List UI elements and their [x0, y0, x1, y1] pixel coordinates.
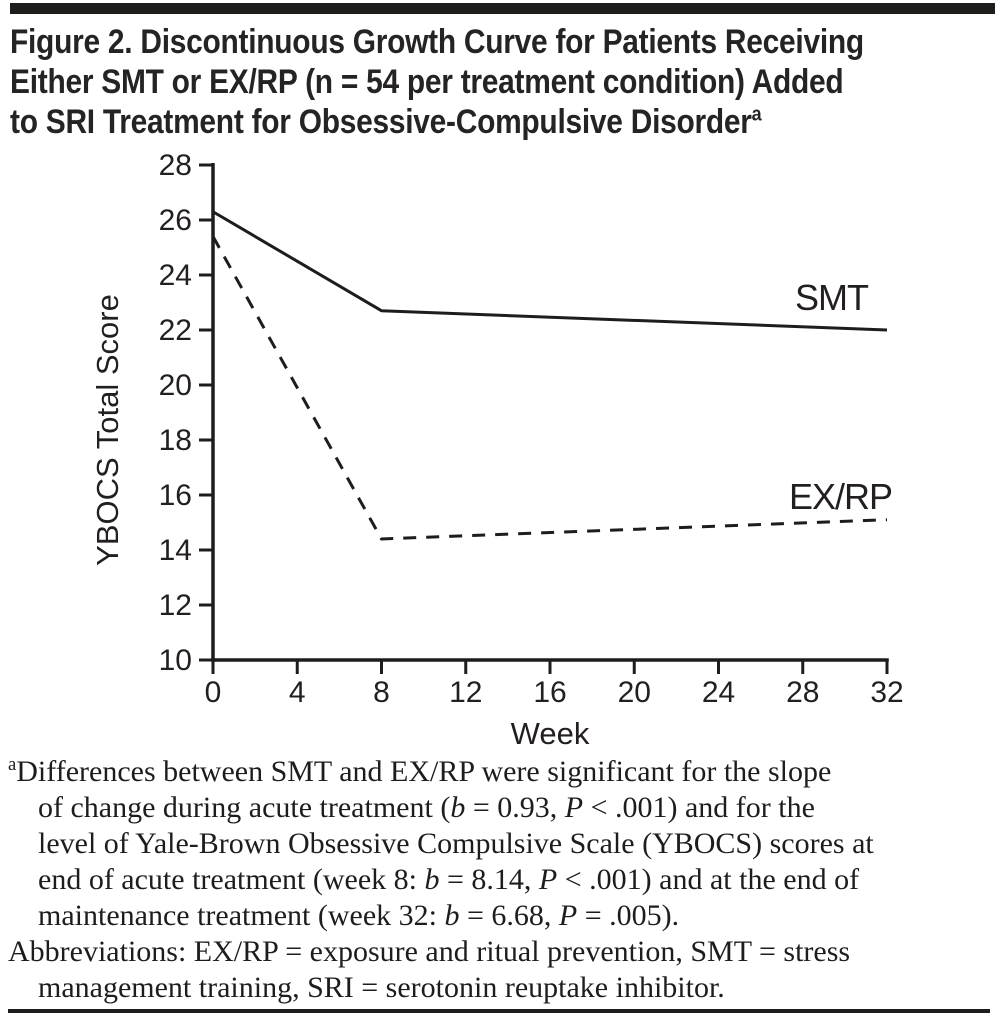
x-tick-label: 4 — [289, 676, 306, 709]
x-tick-label: 32 — [870, 676, 903, 709]
y-tick-label: 16 — [159, 479, 192, 512]
footnote-text-segment: < .001) and for the — [583, 791, 815, 824]
footnote-text-segment: < .001) and at the end of — [557, 863, 860, 896]
footnote-superscript-a: a — [8, 754, 17, 775]
y-tick-label: 14 — [159, 534, 192, 567]
footnote-line: Abbreviations: EX/RP = exposure and ritu… — [8, 934, 1002, 970]
figure-title: Figure 2. Discontinuous Growth Curve for… — [10, 22, 996, 142]
footnote-text-segment: maintenance treatment (week 32: — [38, 899, 445, 932]
x-tick-label: 24 — [702, 676, 735, 709]
figure-title-line-text: to SRI Treatment for Obsessive-Compulsiv… — [10, 103, 752, 141]
x-axis-label: Week — [511, 716, 590, 751]
footnote-text-segment: management training, SRI = serotonin reu… — [38, 971, 725, 1004]
footnote-text-segment: b — [444, 899, 460, 932]
smt-line — [212, 210, 888, 332]
figure-bottom-rule — [8, 1009, 990, 1013]
footnote-line: management training, SRI = serotonin reu… — [8, 970, 1002, 1006]
y-axis-label: YBOCS Total Score — [90, 294, 125, 566]
x-tick-label: 0 — [205, 676, 222, 709]
footnote-line: maintenance treatment (week 32: b = 6.68… — [8, 898, 1002, 934]
footnote-text-segment: b — [450, 791, 466, 824]
title-superscript-a: a — [751, 103, 762, 126]
footnote-text-segment: = 6.68, — [459, 899, 559, 932]
footnote-text-segment: level of Yale-Brown Obsessive Compulsive… — [38, 827, 874, 860]
footnote: aDifferences between SMT and EX/RP were … — [8, 754, 1002, 1006]
x-tick-label: 16 — [533, 676, 566, 709]
footnote-text-segment: = .005). — [577, 899, 680, 932]
footnote-text-segment: of change during acute treatment ( — [38, 791, 451, 824]
figure-title-line: Either SMT or EX/RP (n = 54 per treatmen… — [10, 63, 844, 101]
exrp-label: EX/RP — [789, 476, 892, 517]
y-tick-label: 22 — [159, 314, 192, 347]
y-tick-label: 10 — [159, 644, 192, 677]
y-tick-label: 18 — [159, 424, 192, 457]
footnote-text-segment: end of acute treatment (week 8: — [38, 863, 425, 896]
footnote-text-segment: P — [538, 863, 558, 896]
smt-label: SMT — [795, 277, 869, 318]
figure-top-rule — [10, 3, 995, 14]
x-tick-label: 8 — [373, 676, 390, 709]
x-tick-label: 12 — [449, 676, 482, 709]
figure-title-line: to SRI Treatment for Obsessive-Compulsiv… — [10, 102, 996, 142]
x-tick-label: 20 — [618, 676, 651, 709]
footnote-line: end of acute treatment (week 8: b = 8.14… — [8, 862, 1002, 898]
footnote-text-segment: Abbreviations: EX/RP = exposure and ritu… — [8, 935, 851, 968]
footnote-text-segment: = 0.93, — [465, 791, 565, 824]
footnote-text-segment: P — [558, 899, 578, 932]
footnote-line: level of Yale-Brown Obsessive Compulsive… — [8, 826, 1002, 862]
footnote-text-segment: b — [424, 863, 440, 896]
footnote-line: of change during acute treatment (b = 0.… — [8, 790, 1002, 826]
y-tick-label: 26 — [159, 204, 192, 237]
footnote-text-segment: P — [564, 791, 584, 824]
footnote-line: aDifferences between SMT and EX/RP were … — [8, 754, 1002, 790]
y-tick-label: 20 — [159, 369, 192, 402]
y-tick-label: 24 — [159, 259, 192, 292]
footnote-text-segment: = 8.14, — [439, 863, 539, 896]
y-tick-label: 12 — [159, 589, 192, 622]
x-tick-label: 28 — [786, 676, 819, 709]
footnote-text-segment: Differences between SMT and EX/RP were s… — [16, 755, 832, 788]
exrp-line — [211, 235, 888, 541]
figure-title-line: Figure 2. Discontinuous Growth Curve for… — [10, 23, 864, 61]
y-tick-label: 28 — [159, 149, 192, 182]
